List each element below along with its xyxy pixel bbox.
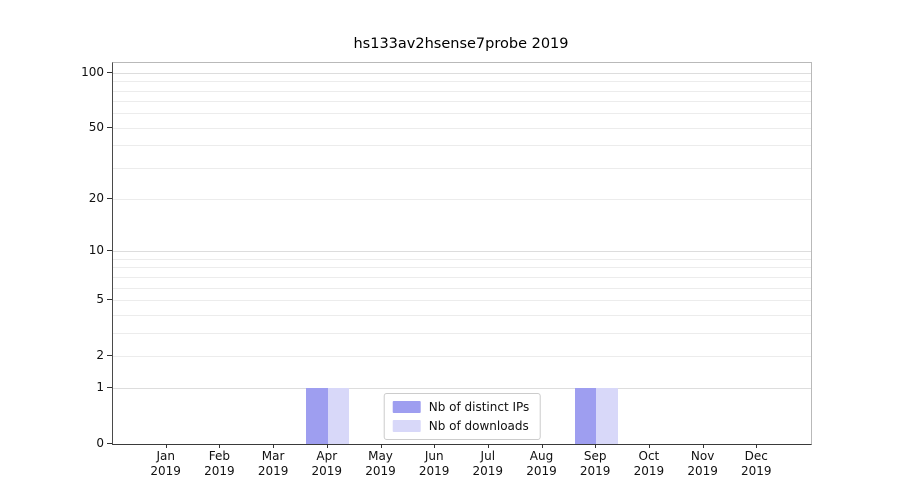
gridline xyxy=(113,299,811,301)
x-tick-mark xyxy=(702,444,704,448)
gridline xyxy=(113,72,811,74)
y-tick-mark xyxy=(107,387,112,389)
y-tick-label: 50 xyxy=(88,119,104,134)
gridline xyxy=(113,81,811,83)
x-tick-label: Jul 2019 xyxy=(472,449,504,478)
x-tick-label: Oct 2019 xyxy=(633,449,665,478)
gridline xyxy=(113,127,811,129)
y-tick-label: 2 xyxy=(96,347,104,362)
gridline xyxy=(113,276,811,278)
gridline xyxy=(113,167,811,169)
legend-label-downloads: Nb of downloads xyxy=(428,419,529,433)
y-tick-mark xyxy=(107,250,112,252)
legend-label-distinct-ips: Nb of distinct IPs xyxy=(428,400,530,414)
x-tick-mark xyxy=(380,444,382,448)
plot-area: Nb of distinct IPs Nb of downloads xyxy=(112,62,812,445)
x-tick-mark xyxy=(756,444,758,448)
gridline xyxy=(113,287,811,289)
y-tick-label: 0 xyxy=(96,436,104,450)
x-tick-mark xyxy=(487,444,489,448)
legend-item-downloads: Nb of downloads xyxy=(392,419,530,433)
gridline xyxy=(113,199,811,201)
gridline xyxy=(113,332,811,334)
x-tick-label: Nov 2019 xyxy=(687,449,718,478)
x-tick-label: Aug 2019 xyxy=(526,449,557,478)
x-tick-label: Sep 2019 xyxy=(579,449,611,478)
bar-apr-series0 xyxy=(306,388,328,444)
x-tick-label: Dec 2019 xyxy=(741,449,772,478)
gridline xyxy=(113,355,811,357)
gridline xyxy=(113,101,811,103)
y-tick-mark xyxy=(107,198,112,200)
y-tick-mark xyxy=(107,443,112,444)
gridline xyxy=(113,267,811,269)
x-tick-label: Apr 2019 xyxy=(311,449,343,478)
gridline xyxy=(113,90,811,92)
legend-swatch-downloads xyxy=(392,420,421,432)
x-tick-mark xyxy=(165,444,167,448)
y-tick-mark xyxy=(107,354,112,356)
x-tick-mark xyxy=(326,444,328,448)
legend-swatch-distinct-ips xyxy=(392,401,421,413)
y-tick-label: 10 xyxy=(88,243,104,258)
gridline xyxy=(113,251,811,253)
x-tick-label: Mar 2019 xyxy=(257,449,289,478)
x-tick-label: May 2019 xyxy=(365,449,396,478)
gridline xyxy=(113,113,811,115)
x-tick-mark xyxy=(595,444,597,448)
bar-apr-series1 xyxy=(327,388,350,444)
x-tick-mark xyxy=(219,444,221,448)
y-tick-label: 5 xyxy=(96,291,104,306)
x-tick-label: Jun 2019 xyxy=(418,449,450,478)
x-tick-mark xyxy=(434,444,436,448)
x-tick-mark xyxy=(541,444,543,448)
legend-item-distinct-ips: Nb of distinct IPs xyxy=(392,400,530,414)
legend: Nb of distinct IPs Nb of downloads xyxy=(383,393,541,440)
gridline xyxy=(113,314,811,316)
bar-sep-series0 xyxy=(574,388,597,444)
y-tick-label: 100 xyxy=(81,64,104,79)
x-tick-label: Jan 2019 xyxy=(150,449,181,478)
y-tick-mark xyxy=(107,126,112,128)
gridline xyxy=(113,145,811,147)
x-tick-label: Feb 2019 xyxy=(204,449,235,478)
bar-sep-series1 xyxy=(596,388,618,444)
x-tick-mark xyxy=(273,444,275,448)
y-tick-label: 20 xyxy=(88,191,104,206)
chart-title: hs133av2hsense7probe 2019 xyxy=(353,36,569,52)
y-tick-mark xyxy=(107,298,112,300)
x-tick-mark xyxy=(648,444,650,448)
y-tick-label: 1 xyxy=(96,380,104,395)
gridline xyxy=(113,258,811,260)
y-tick-mark xyxy=(107,71,112,73)
gridline xyxy=(113,388,811,390)
